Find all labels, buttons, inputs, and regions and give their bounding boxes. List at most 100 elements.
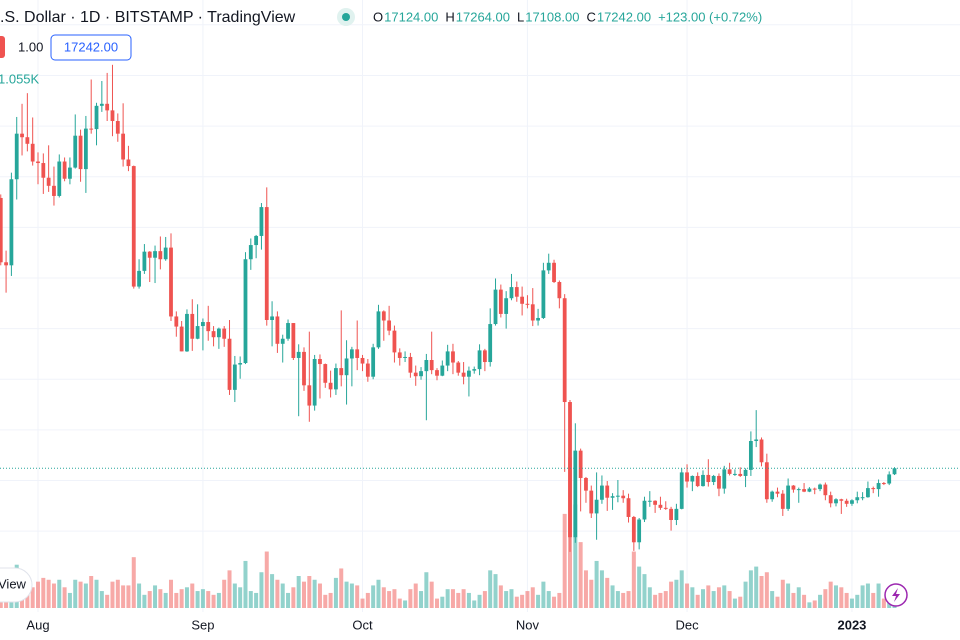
volume-bar — [174, 592, 179, 608]
volume-bar — [865, 583, 870, 608]
candle-body — [169, 247, 173, 317]
candle-body — [126, 159, 131, 167]
candle-body — [722, 469, 727, 489]
volume-bar — [392, 589, 397, 608]
volume-bar — [669, 581, 674, 608]
candle-body — [759, 439, 764, 463]
candle-body — [711, 475, 716, 483]
volume-bar — [275, 579, 280, 608]
volume-bar — [881, 598, 886, 608]
volume-bar — [179, 589, 184, 608]
volume-bar — [780, 579, 785, 608]
volume-bar — [211, 594, 216, 608]
candle-body — [605, 485, 610, 498]
price-box-value: 17242.00 — [64, 39, 118, 54]
candle-body — [41, 163, 46, 178]
price-box[interactable] — [50, 34, 132, 61]
volume-bar — [456, 592, 461, 608]
candle-body — [775, 491, 780, 494]
view-button[interactable] — [0, 567, 33, 603]
candle-body — [472, 369, 477, 371]
volume-bar — [387, 591, 392, 608]
candle-body — [807, 488, 812, 492]
volume-bar — [530, 587, 535, 608]
candle-body — [254, 235, 259, 246]
candle-body — [216, 328, 221, 338]
candle-body — [626, 498, 631, 517]
volume-bar — [706, 585, 711, 608]
candle-body — [174, 316, 179, 327]
candle-body — [701, 474, 705, 487]
candle-body — [445, 351, 450, 366]
candle-body — [291, 323, 296, 358]
candle-body — [334, 368, 338, 390]
candle-body — [669, 508, 673, 520]
volume-bar — [41, 577, 46, 608]
candle-body — [488, 324, 493, 363]
volume-bar — [466, 592, 471, 608]
candle-body — [259, 207, 264, 236]
volume-bar — [429, 581, 434, 608]
volume-bar — [695, 594, 700, 608]
volume-bar — [440, 596, 445, 608]
candle-body — [717, 475, 721, 489]
candle-body — [153, 251, 157, 258]
overlay: .S. Dollar · 1D · BITSTAMP · TradingView… — [0, 8, 908, 607]
candle-body — [456, 362, 461, 373]
ohlc-value: 17108.00 — [525, 9, 579, 24]
ohlc-key: O — [373, 9, 383, 24]
candle-body — [568, 402, 572, 538]
volume-bar — [110, 581, 115, 608]
volume-bar — [227, 570, 232, 608]
candle-body — [860, 497, 865, 499]
volume-bar — [615, 591, 620, 608]
volume-bar — [270, 574, 275, 608]
candle-body — [52, 185, 56, 196]
volume-bar — [791, 592, 796, 608]
ohlc-key: L — [517, 9, 524, 24]
volume-bar — [435, 598, 439, 608]
volume-bar — [658, 592, 663, 608]
volume-bar — [637, 566, 642, 608]
candle-body — [536, 317, 540, 321]
volume-bar — [802, 594, 807, 608]
candle-body — [844, 500, 849, 504]
volume-bar — [759, 576, 764, 608]
volume-bar — [424, 572, 429, 608]
volume-bar — [317, 583, 322, 608]
candle-body — [408, 356, 413, 373]
candle-body — [201, 322, 205, 327]
candle-body — [99, 103, 104, 106]
ohlc-key: C — [586, 9, 595, 24]
volume-bar — [259, 572, 264, 608]
volume-bar — [248, 591, 253, 608]
candle-body — [482, 350, 487, 363]
candle-body — [733, 473, 737, 475]
volume-bar — [307, 576, 312, 608]
x-tick-label: Nov — [516, 617, 540, 632]
sell-button[interactable] — [0, 36, 5, 58]
candle-body — [142, 251, 147, 271]
candle-body — [504, 298, 509, 314]
volume-bar — [834, 585, 838, 608]
volume-bar — [679, 570, 684, 608]
volume-bar — [775, 596, 780, 608]
candle-body — [690, 475, 695, 482]
volume-bar — [514, 596, 519, 608]
volume-bar — [376, 579, 381, 608]
volume-bar — [349, 583, 354, 608]
volume-bar — [216, 592, 221, 608]
volume-bar — [83, 583, 88, 608]
candle-body — [658, 504, 663, 508]
candle-body — [887, 474, 892, 484]
volume-bar — [690, 587, 695, 608]
volume-bar — [807, 602, 812, 608]
volume-bar — [291, 587, 296, 608]
candle-body — [387, 320, 392, 331]
candle-body — [871, 488, 876, 490]
candle-body — [190, 313, 195, 339]
volume-bar — [599, 570, 604, 608]
volume-bar — [360, 598, 365, 608]
x-tick-label: 2023 — [837, 617, 866, 632]
